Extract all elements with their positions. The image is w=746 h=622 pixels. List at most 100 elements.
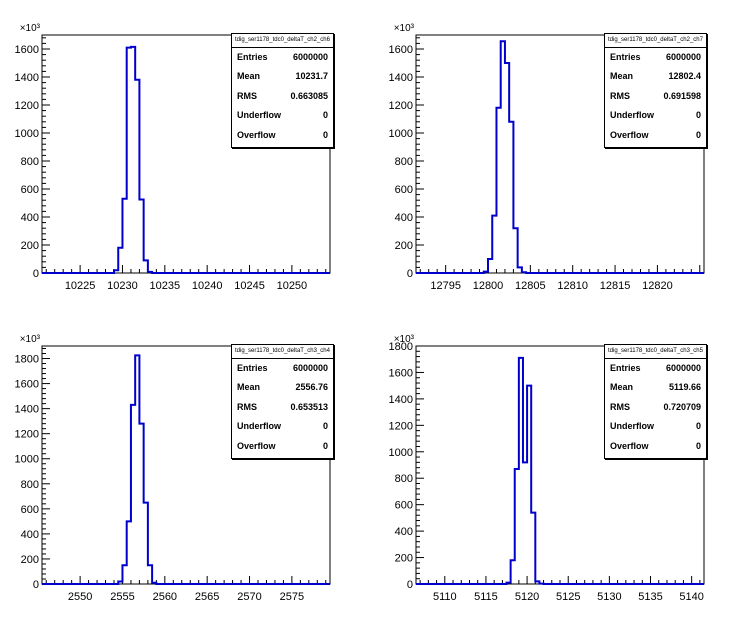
- x-tick-label: 12815: [600, 280, 631, 292]
- stats-value: 6000000: [665, 363, 701, 373]
- y-tick-label: 1400: [389, 394, 413, 406]
- y-tick-label: 1400: [389, 72, 413, 84]
- x-tick-label: 5125: [556, 591, 580, 603]
- y-axis-multiplier: ×10³: [20, 23, 41, 34]
- y-axis-multiplier: ×10³: [20, 334, 41, 345]
- y-tick-label: 1600: [389, 367, 413, 379]
- y-tick-label: 800: [395, 473, 413, 485]
- histogram-series-line: [416, 40, 704, 274]
- stats-value: 5119.66: [668, 382, 701, 393]
- stats-value: 0: [322, 440, 328, 451]
- y-tick-label: 1400: [15, 404, 39, 416]
- stats-row-rms: RMS 0.720709: [605, 398, 706, 417]
- y-tick-label: 1800: [15, 354, 39, 366]
- stats-value: 6000000: [665, 52, 701, 62]
- stats-row-entries: Entries 6000000: [605, 48, 706, 67]
- stats-box: tdig_ser1178_tdc0_deltaT_ch3_ch5 Entries 6…: [604, 344, 707, 459]
- y-tick-label: 1600: [15, 379, 39, 391]
- stats-label: RMS: [237, 90, 257, 101]
- stats-box: tdig_ser1178_tdc0_deltaT_ch3_ch4 Entries 6…: [231, 344, 334, 459]
- histogram-panel-3: 2550 2555 2560 2565 2570 2575 0 200 400 600 800 100…: [15, 334, 331, 603]
- stats-row-overflow: Overflow 0: [232, 126, 333, 145]
- y-tick-label: 600: [395, 500, 413, 512]
- stats-label: Entries: [610, 363, 641, 373]
- histogram-series-line: [42, 354, 330, 585]
- y-tick-label: 600: [395, 184, 413, 196]
- x-tick-label: 2570: [237, 591, 261, 603]
- stats-value: 10231.7: [295, 71, 328, 82]
- x-tick-label: 2560: [153, 591, 177, 603]
- y-tick-label: 400: [21, 529, 39, 541]
- y-tick-label: 1600: [15, 44, 39, 56]
- stats-box-title: tdig_ser1178_tdc0_deltaT_ch3_ch5: [605, 345, 706, 359]
- stats-label: Overflow: [237, 440, 276, 451]
- x-tick-label: 12820: [642, 280, 673, 292]
- stats-label: Overflow: [610, 440, 649, 451]
- stats-box-title: tdig_ser1178_tdc0_deltaT_ch2_ch6: [232, 34, 333, 48]
- stats-row-mean: Mean 12802.4: [605, 67, 706, 86]
- stats-row-rms: RMS 0.691598: [605, 87, 706, 106]
- stats-row-rms: RMS 0.653513: [232, 398, 333, 417]
- x-tick-label: 10245: [234, 280, 265, 292]
- stats-row-overflow: Overflow 0: [605, 126, 706, 145]
- stats-row-overflow: Overflow 0: [605, 437, 706, 456]
- histogram-series-line: [416, 356, 704, 585]
- stats-box: tdig_ser1178_tdc0_deltaT_ch2_ch6 Entries 6…: [231, 33, 334, 148]
- x-tick-label: 5140: [679, 591, 703, 603]
- y-tick-label: 1000: [15, 128, 39, 140]
- histogram-series-line: [42, 45, 330, 274]
- y-tick-label: 800: [21, 156, 39, 168]
- stats-row-entries: Entries 6000000: [605, 359, 706, 378]
- y-tick-label: 0: [407, 579, 413, 591]
- stats-value: 0: [322, 129, 328, 140]
- y-tick-label: 200: [21, 240, 39, 252]
- x-tick-label: 2555: [110, 591, 134, 603]
- stats-label: Underflow: [237, 110, 281, 121]
- y-tick-label: 1200: [389, 420, 413, 432]
- stats-box: tdig_ser1178_tdc0_deltaT_ch2_ch7 Entries 6…: [604, 33, 707, 148]
- y-tick-label: 1200: [15, 429, 39, 441]
- x-tick-label: 5130: [597, 591, 621, 603]
- y-tick-label: 400: [395, 526, 413, 538]
- y-tick-label: 600: [21, 184, 39, 196]
- stats-label: Mean: [610, 382, 634, 393]
- x-tick-label: 10240: [192, 280, 223, 292]
- x-tick-label: 10230: [107, 280, 138, 292]
- stats-value: 2556.76: [295, 382, 328, 393]
- stats-row-overflow: Overflow 0: [232, 437, 333, 456]
- y-tick-label: 0: [33, 268, 39, 280]
- y-tick-label: 0: [407, 268, 413, 280]
- stats-row-mean: Mean 10231.7: [232, 67, 333, 86]
- stats-label: Entries: [610, 52, 641, 62]
- stats-value: 0: [322, 110, 328, 121]
- x-tick-label: 10235: [150, 280, 181, 292]
- histogram-panel-4: 5110 5115 5120 5125 5130 5135 5140 0 200 400 600 80…: [389, 334, 705, 603]
- x-tick-label: 12810: [557, 280, 588, 292]
- histogram-panel-1: 10225 10230 10235 10240 10245 10250 0 200 400 600…: [15, 23, 331, 292]
- x-tick-label: 12800: [473, 280, 504, 292]
- stats-value: 0: [695, 421, 701, 432]
- y-tick-label: 1000: [15, 454, 39, 466]
- x-tick-label: 2565: [195, 591, 219, 603]
- x-tick-label: 5135: [638, 591, 662, 603]
- stats-row-mean: Mean 5119.66: [605, 378, 706, 397]
- stats-box-title: tdig_ser1178_tdc0_deltaT_ch3_ch4: [232, 345, 333, 359]
- x-tick-label: 12795: [430, 280, 461, 292]
- stats-row-underflow: Underflow 0: [232, 417, 333, 436]
- y-tick-label: 1000: [389, 447, 413, 459]
- x-tick-label: 5115: [474, 591, 498, 603]
- stats-value: 0: [695, 129, 701, 140]
- y-tick-label: 200: [395, 240, 413, 252]
- stats-label: Underflow: [237, 421, 281, 432]
- stats-value: 0: [695, 110, 701, 121]
- stats-value: 6000000: [292, 363, 328, 373]
- stats-label: Entries: [237, 363, 268, 373]
- y-tick-label: 1400: [15, 72, 39, 84]
- stats-row-entries: Entries 6000000: [232, 359, 333, 378]
- y-tick-label: 1200: [15, 100, 39, 112]
- x-tick-label: 2550: [68, 591, 92, 603]
- y-tick-label: 0: [33, 579, 39, 591]
- x-tick-label: 5110: [433, 591, 457, 603]
- stats-value: 0: [322, 421, 328, 432]
- stats-label: Underflow: [610, 421, 654, 432]
